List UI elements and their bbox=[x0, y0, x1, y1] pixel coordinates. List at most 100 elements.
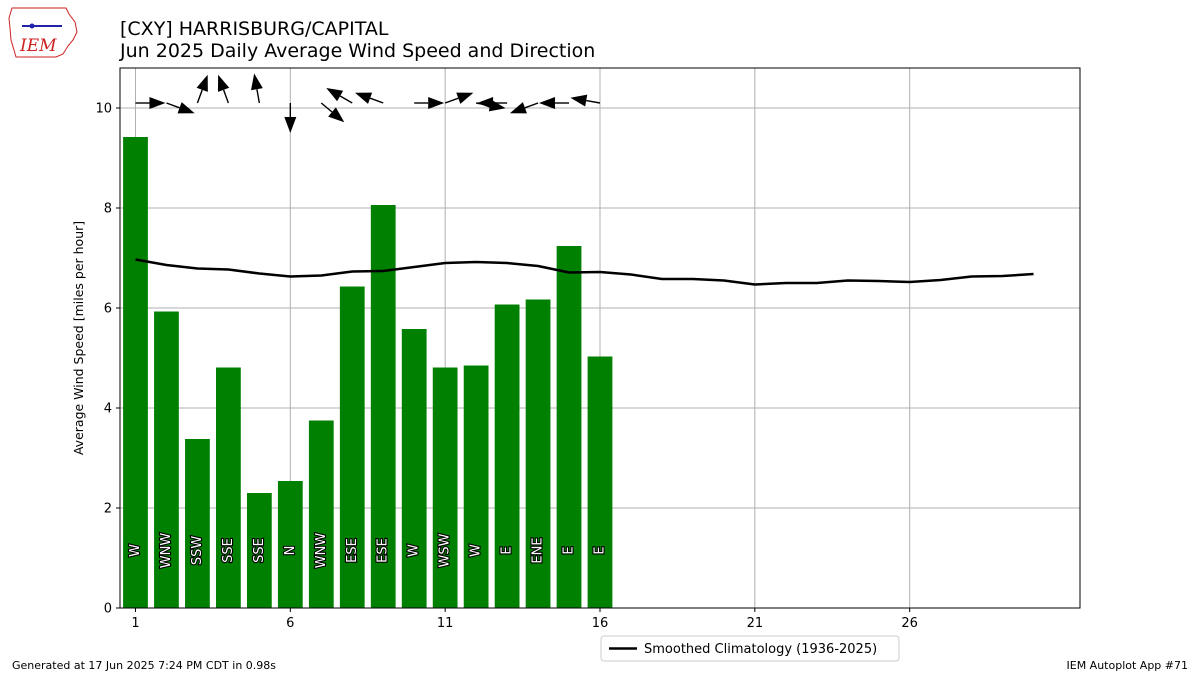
direction-label: ESE bbox=[345, 538, 360, 563]
chart-subtitle: Jun 2025 Daily Average Wind Speed and Di… bbox=[120, 40, 596, 62]
direction-label: WSW bbox=[438, 533, 453, 567]
bar bbox=[216, 367, 241, 608]
wind-arrow-head bbox=[539, 97, 556, 109]
y-tick-label: 4 bbox=[104, 402, 112, 417]
wind-arrow-shaft bbox=[339, 95, 353, 104]
chart-title: [CXY] HARRISBURG/CAPITAL bbox=[120, 18, 389, 40]
bar bbox=[587, 356, 613, 608]
wind-arrow-head bbox=[328, 107, 345, 123]
bar bbox=[463, 365, 489, 608]
direction-label: ENE bbox=[531, 537, 546, 563]
logo-station-dot bbox=[29, 23, 35, 29]
bar-series bbox=[123, 137, 613, 608]
app-credit: IEM Autoplot App #71 bbox=[1066, 659, 1189, 672]
direction-label: WNW bbox=[159, 533, 174, 569]
x-tick-label: 1 bbox=[131, 616, 139, 631]
wind-arrow bbox=[196, 74, 208, 104]
wind-arrow-head bbox=[177, 102, 195, 114]
wind-arrow bbox=[539, 97, 570, 109]
y-axis: 0 2 4 6 8 10 bbox=[95, 102, 120, 617]
wind-arrow-head bbox=[326, 88, 344, 102]
direction-label: N bbox=[283, 546, 298, 556]
bar bbox=[494, 304, 520, 608]
grid bbox=[120, 68, 1080, 609]
direction-label: W bbox=[469, 544, 484, 557]
wind-arrow-head bbox=[570, 94, 588, 107]
y-axis-label: Average Wind Speed [miles per hour] bbox=[71, 221, 86, 455]
wind-arrow-head bbox=[477, 97, 494, 109]
wind-arrow bbox=[135, 97, 166, 109]
x-tick-label: 21 bbox=[747, 616, 764, 631]
logo-text: IEM bbox=[19, 36, 57, 56]
climatology-series bbox=[135, 258, 1034, 286]
wind-arrow-shaft bbox=[444, 97, 459, 104]
wind-arrow-head bbox=[251, 73, 263, 91]
bar bbox=[556, 246, 582, 608]
direction-label: W bbox=[407, 544, 422, 557]
wind-direction-arrows bbox=[135, 73, 601, 133]
direction-label: E bbox=[562, 546, 577, 554]
x-axis: 1 6 11 16 21 26 bbox=[131, 608, 918, 631]
wind-arrow-head bbox=[428, 97, 445, 109]
wind-arrow-shaft bbox=[524, 102, 539, 109]
wind-arrow-shaft bbox=[196, 89, 203, 104]
wind-arrow-shaft bbox=[222, 89, 230, 104]
x-tick-label: 16 bbox=[592, 616, 609, 631]
wind-arrow bbox=[217, 74, 230, 104]
wind-arrow bbox=[284, 103, 297, 133]
wind-arrow-shaft bbox=[369, 97, 384, 104]
wind-arrow-head bbox=[355, 92, 373, 104]
bar bbox=[525, 299, 551, 608]
wind-arrow-head bbox=[149, 97, 166, 109]
legend-box bbox=[600, 635, 900, 662]
wind-arrow bbox=[570, 94, 601, 107]
x-tick-label: 11 bbox=[437, 616, 454, 631]
iowa-state-outline bbox=[8, 7, 78, 58]
y-tick-label: 2 bbox=[104, 502, 112, 517]
wind-arrow-shaft bbox=[256, 89, 261, 104]
wind-arrow-head bbox=[217, 74, 230, 92]
y-tick-label: 8 bbox=[104, 202, 112, 217]
direction-label: ESE bbox=[376, 538, 391, 563]
wind-arrow-shaft bbox=[320, 102, 333, 113]
wind-arrow-shaft bbox=[166, 102, 180, 109]
y-tick-label: 6 bbox=[104, 302, 112, 317]
direction-label: WNW bbox=[314, 533, 329, 569]
bar bbox=[339, 286, 365, 608]
bar bbox=[123, 137, 148, 608]
bar bbox=[246, 493, 272, 608]
bar bbox=[308, 420, 334, 608]
wind-arrow bbox=[320, 102, 345, 123]
wind-arrow-shaft bbox=[586, 99, 601, 104]
bar bbox=[401, 329, 427, 608]
y-tick-label: 0 bbox=[104, 602, 112, 617]
wind-arrow bbox=[414, 97, 445, 109]
direction-label: SSW bbox=[190, 536, 205, 566]
generated-note: Generated at 17 Jun 2025 7:24 PM CDT in … bbox=[12, 659, 277, 672]
direction-label: SSE bbox=[221, 538, 236, 563]
direction-label: W bbox=[128, 544, 143, 557]
direction-label: SSE bbox=[252, 538, 267, 563]
x-tick-label: 26 bbox=[901, 616, 918, 631]
legend-label: Smoothed Climatology (1936-2025) bbox=[644, 642, 877, 657]
bar bbox=[432, 367, 458, 608]
wind-arrow bbox=[251, 73, 263, 104]
legend: Smoothed Climatology (1936-2025) bbox=[600, 635, 900, 662]
wind-arrow-head bbox=[196, 74, 208, 92]
wind-arrow bbox=[509, 102, 539, 114]
bar bbox=[185, 439, 210, 608]
wind-arrow bbox=[355, 92, 384, 104]
bar bbox=[277, 481, 303, 608]
wind-arrow bbox=[477, 97, 508, 109]
y-tick-label: 10 bbox=[95, 102, 112, 117]
wind-arrow-head bbox=[509, 102, 527, 114]
direction-label: E bbox=[500, 546, 515, 554]
wind-arrow-head bbox=[456, 92, 474, 104]
iem-logo: IEM bbox=[8, 7, 78, 58]
x-tick-label: 6 bbox=[286, 616, 294, 631]
direction-labels: W WNW SSW SSE SSE N WNW ESE ESE W WSW W E ENE E E bbox=[127, 532, 609, 570]
climatology-line bbox=[135, 258, 1034, 286]
wind-arrow bbox=[166, 102, 195, 114]
bar bbox=[154, 311, 179, 608]
